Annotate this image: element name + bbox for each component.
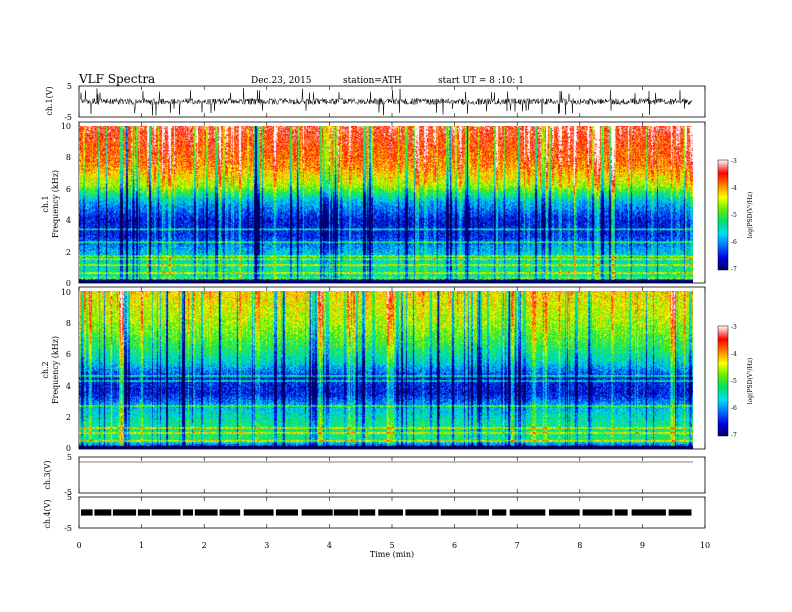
time-tick-label-7: 7 bbox=[515, 541, 520, 550]
ch4-band-segment-4 bbox=[151, 509, 181, 516]
ch2-colorbar-tick--4: -4 bbox=[731, 351, 737, 358]
ch4-ylabel: ch.4(V) bbox=[43, 499, 52, 528]
ch2-colorbar-tick--5: -5 bbox=[731, 378, 737, 385]
ch1-colorbar bbox=[717, 159, 729, 271]
ch1-waveform-panel: 5 -5 ch.1(V) bbox=[45, 82, 706, 122]
ch2-spectrogram-panel: 0 2 4 6 8 10 ch.2 Frequency (kHz) -3 -4 … bbox=[41, 286, 754, 453]
time-axis-title: Time (min) bbox=[370, 550, 414, 559]
ch2-ytick-8: 8 bbox=[66, 319, 71, 328]
ch4-band-segment-16 bbox=[477, 509, 489, 516]
ch1-waveform-frame bbox=[78, 85, 706, 118]
ch1-spectrogram-panel: 0 2 4 6 8 10 ch.1 Frequency (kHz) -3 -4 … bbox=[41, 121, 754, 288]
ch2-ytick-6: 6 bbox=[66, 350, 71, 359]
figure-title: VLF Spectra bbox=[78, 72, 155, 86]
time-tick-label-3: 3 bbox=[264, 541, 269, 550]
ch1-colorbar-tick--5: -5 bbox=[731, 212, 737, 219]
ch2-ytick-4: 4 bbox=[66, 382, 71, 391]
ch4-ytick-top: 5 bbox=[67, 493, 72, 502]
date-label: Dec.23, 2015 bbox=[251, 76, 312, 86]
ch4-band-segment-13 bbox=[378, 509, 403, 516]
ch4-band-segment-12 bbox=[359, 509, 376, 516]
ch2-channel-label: ch.2 bbox=[41, 361, 50, 378]
ch1-spectrogram-heatmap bbox=[79, 126, 693, 283]
ch3-ytick-bottom: -5 bbox=[64, 488, 72, 497]
time-tick-label-10: 10 bbox=[700, 541, 710, 550]
ch4-band-segment-10 bbox=[301, 509, 333, 516]
ch4-band-segment-3 bbox=[137, 509, 150, 516]
ch2-spectrogram-heatmap bbox=[79, 291, 693, 449]
time-tick-label-8: 8 bbox=[577, 541, 582, 550]
time-axis-labels: 0 1 2 3 4 5 6 7 8 9 10 bbox=[76, 541, 710, 550]
time-axis-ticks bbox=[78, 86, 706, 528]
ch2-colorbar-label: log(PSD(V²/Hz) bbox=[747, 358, 754, 405]
ch4-band-segment-7 bbox=[219, 509, 241, 516]
ch1-colorbar-tick--6: -6 bbox=[731, 239, 737, 246]
time-tick-label-1: 1 bbox=[139, 541, 144, 550]
ch4-waveform-panel: 5 -5 ch.4(V) bbox=[43, 493, 706, 533]
ch4-band-segment-6 bbox=[194, 509, 218, 516]
ch1-ytick-0: 0 bbox=[66, 279, 71, 288]
ch3-waveform-panel: 5 -5 ch.3(V) bbox=[43, 453, 706, 497]
ch1-ytick-6: 6 bbox=[66, 185, 71, 194]
time-tick-label-6: 6 bbox=[452, 541, 457, 550]
time-tick-label-5: 5 bbox=[389, 541, 394, 550]
ch4-ytick-bottom: -5 bbox=[64, 524, 72, 533]
ch2-colorbar-tick--7: -7 bbox=[731, 432, 737, 439]
ch1-waveform-line bbox=[79, 88, 693, 116]
ch1-ytick-8: 8 bbox=[66, 153, 71, 162]
ch4-band-segment-19 bbox=[549, 509, 580, 516]
ch4-band-segment-9 bbox=[275, 509, 298, 516]
ch2-colorbar bbox=[717, 325, 729, 437]
ch4-band-segment-17 bbox=[492, 509, 507, 516]
start-time-label: start UT = 8 :10: 1 bbox=[438, 76, 524, 86]
ch1-ylabel: ch.1(V) bbox=[45, 86, 54, 115]
ch4-band-segment-23 bbox=[668, 509, 692, 516]
ch4-band-segment-2 bbox=[112, 509, 137, 516]
ch4-waveform-marks bbox=[81, 509, 692, 516]
ch1-ytick-10: 10 bbox=[61, 122, 71, 131]
ch2-ytick-2: 2 bbox=[66, 413, 71, 422]
ch4-band-segment-8 bbox=[243, 509, 274, 516]
ch3-ytick-top: 5 bbox=[67, 453, 72, 462]
ch3-waveform-frame bbox=[78, 456, 706, 494]
ch2-colorbar-tick--6: -6 bbox=[731, 405, 737, 412]
ch4-band-segment-18 bbox=[509, 509, 546, 516]
ch4-band-segment-14 bbox=[405, 509, 439, 516]
ch1-frequency-label: Frequency (kHz) bbox=[51, 170, 60, 238]
ch1-colorbar-tick--4: -4 bbox=[731, 185, 737, 192]
ch1-colorbar-tick--3: -3 bbox=[731, 158, 737, 165]
ch4-band-segment-22 bbox=[631, 509, 666, 516]
ch1-colorbar-tick--7: -7 bbox=[731, 266, 737, 273]
ch4-band-segment-21 bbox=[614, 509, 628, 516]
ch1-ytick-2: 2 bbox=[66, 248, 71, 257]
time-tick-label-0: 0 bbox=[76, 541, 81, 550]
ch1-ytick-bottom: -5 bbox=[64, 113, 72, 122]
ch2-ytick-10: 10 bbox=[61, 288, 71, 297]
ch3-ylabel: ch.3(V) bbox=[43, 460, 52, 489]
time-tick-label-4: 4 bbox=[327, 541, 332, 550]
ch4-band-segment-11 bbox=[333, 509, 359, 516]
ch1-ytick-top: 5 bbox=[67, 82, 72, 91]
ch4-band-segment-1 bbox=[94, 509, 112, 516]
ch4-band-segment-5 bbox=[182, 509, 193, 516]
station-label: station=ATH bbox=[343, 76, 402, 86]
ch1-colorbar-label: log(PSD(V²/Hz) bbox=[747, 192, 754, 239]
ch2-frequency-label: Frequency (kHz) bbox=[51, 336, 60, 404]
ch4-band-segment-20 bbox=[582, 509, 613, 516]
ch4-band-segment-15 bbox=[440, 509, 477, 516]
time-tick-label-2: 2 bbox=[202, 541, 207, 550]
ch4-band-segment-0 bbox=[81, 509, 93, 516]
ch1-channel-label: ch.1 bbox=[41, 195, 50, 212]
ch2-ytick-0: 0 bbox=[66, 444, 71, 453]
ch2-colorbar-tick--3: -3 bbox=[731, 324, 737, 331]
time-tick-label-9: 9 bbox=[640, 541, 645, 550]
ch1-ytick-4: 4 bbox=[66, 216, 71, 225]
